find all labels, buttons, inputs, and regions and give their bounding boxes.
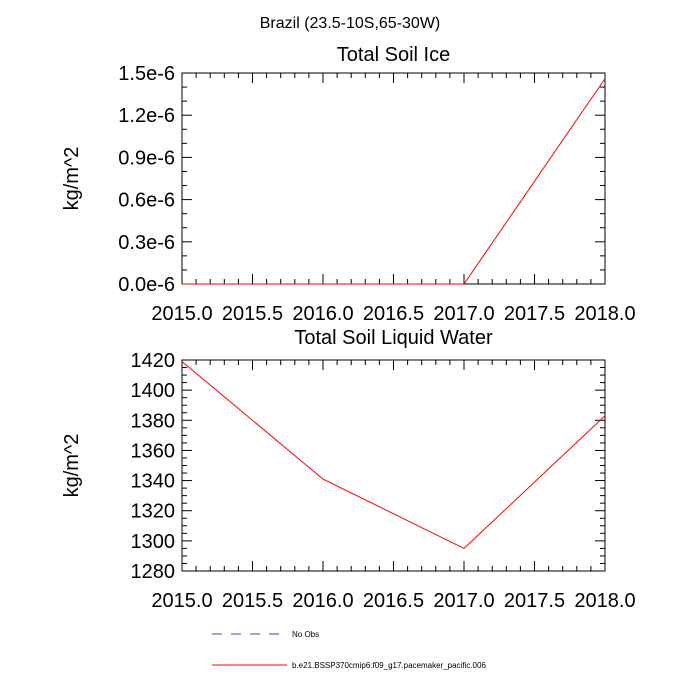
x-tick-label: 2017.0 xyxy=(433,303,494,325)
y-tick-label: 0.0e-6 xyxy=(118,274,175,296)
x-tick-label: 2015.0 xyxy=(151,303,212,325)
y-tick-label: 1.5e-6 xyxy=(118,63,175,85)
x-tick-label: 2018.0 xyxy=(574,303,635,325)
x-tick-label: 2016.0 xyxy=(292,303,353,325)
y-tick-label: 0.6e-6 xyxy=(118,190,175,212)
x-tick-label: 2017.5 xyxy=(504,590,565,612)
y-tick-label: 1320 xyxy=(131,501,176,523)
legend: No Obs b.e21.BSSP370cmip6.f09_g17.pacemak… xyxy=(212,630,486,670)
series-line xyxy=(182,78,606,285)
y-tick-label: 0.9e-6 xyxy=(118,147,175,169)
x-tick-label: 2015.0 xyxy=(151,590,212,612)
y-tick-label: 1380 xyxy=(131,410,176,432)
chart-panel-1: 2015.0 2015.5 2016.0 2016.5 2017.0 2017.5 2018… xyxy=(61,44,636,325)
panel-title: Total Soil Ice xyxy=(337,44,450,66)
x-tick-label: 2017.5 xyxy=(504,303,565,325)
plot-frame xyxy=(181,72,606,285)
y-axis-label: kg/m^2 xyxy=(61,434,83,498)
legend-label-2: b.e21.BSSP370cmip6.f09_g17.pacemaker_pac… xyxy=(292,661,486,670)
y-tick-label: 1300 xyxy=(131,531,176,553)
x-tick-label: 2016.5 xyxy=(363,590,424,612)
x-tick-label: 2017.0 xyxy=(433,590,494,612)
x-tick-label: 2016.0 xyxy=(292,590,353,612)
y-axis-label: kg/m^2 xyxy=(61,147,83,211)
legend-label-1: No Obs xyxy=(292,630,319,639)
y-tick-label: 1.2e-6 xyxy=(118,105,175,127)
x-tick-label: 2015.5 xyxy=(222,590,283,612)
x-tick-label: 2018.0 xyxy=(574,590,635,612)
figure-title: Brazil (23.5-10S,65-30W) xyxy=(260,15,441,32)
y-tick-label: 0.3e-6 xyxy=(118,232,175,254)
y-tick-label: 1400 xyxy=(131,380,176,402)
x-tick-label: 2015.5 xyxy=(222,303,283,325)
series-line xyxy=(181,361,606,550)
y-tick-label: 1420 xyxy=(131,350,176,372)
panel-title: Total Soil Liquid Water xyxy=(294,327,493,349)
chart-panel-2: 2015.0 2015.5 2016.0 2016.5 2017.0 2017.5 2018… xyxy=(61,327,636,612)
plot-frame xyxy=(181,359,606,572)
y-tick-label: 1360 xyxy=(131,440,176,462)
y-tick-label: 1280 xyxy=(131,561,176,583)
y-tick-label: 1340 xyxy=(131,471,176,493)
x-tick-label: 2016.5 xyxy=(363,303,424,325)
